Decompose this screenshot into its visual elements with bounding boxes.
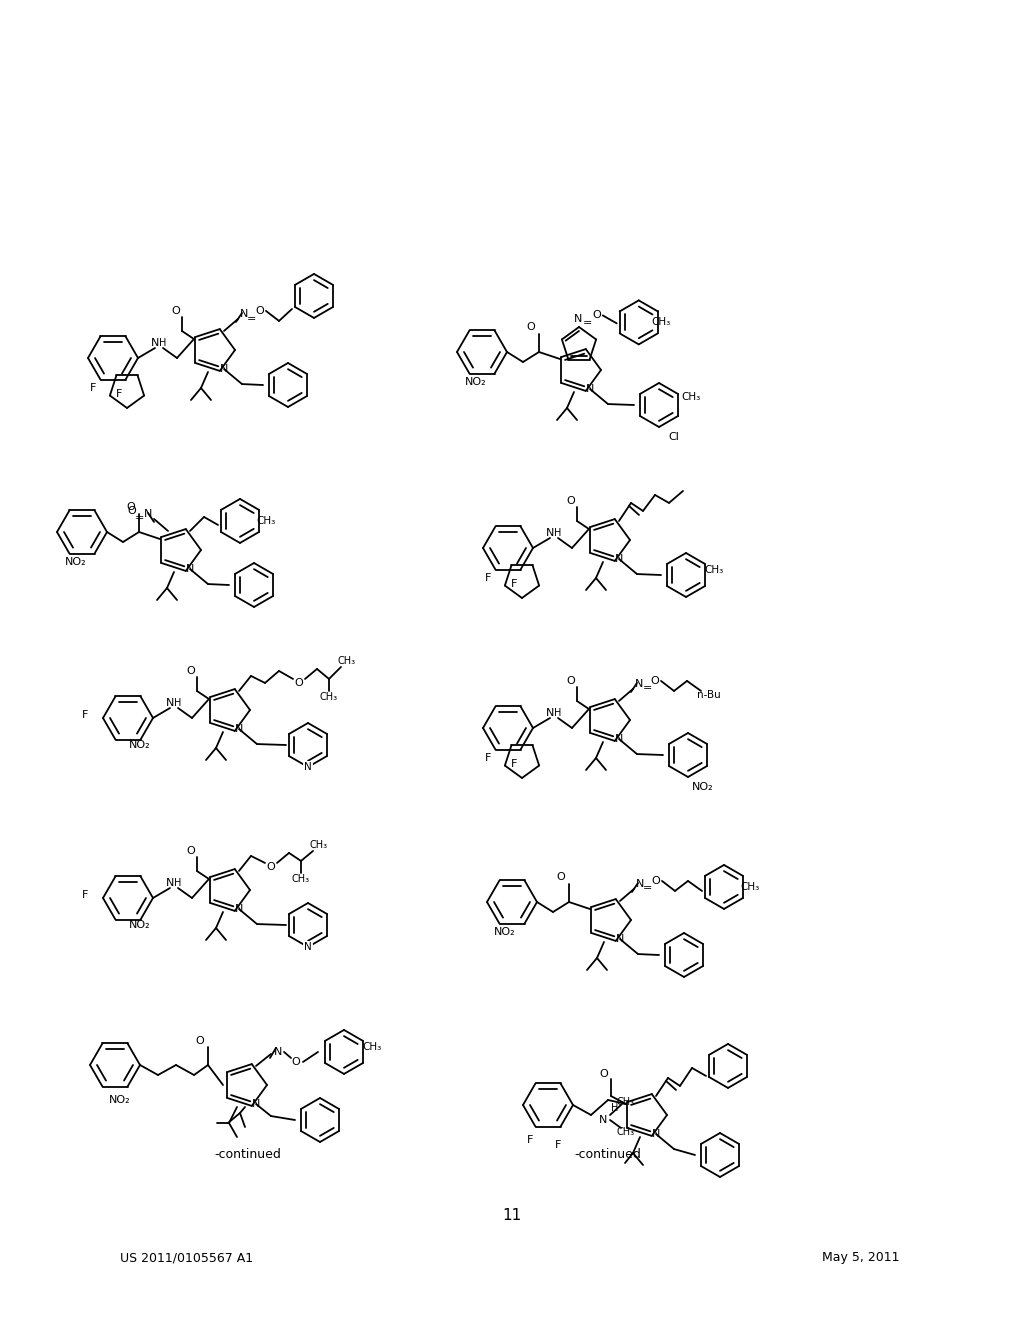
Text: NO₂: NO₂ bbox=[129, 920, 151, 931]
Text: NO₂: NO₂ bbox=[129, 741, 151, 750]
Text: H: H bbox=[174, 698, 181, 708]
Text: F: F bbox=[511, 759, 517, 770]
Text: O: O bbox=[292, 1057, 300, 1067]
Text: N: N bbox=[636, 879, 644, 888]
Text: N: N bbox=[599, 1115, 607, 1125]
Text: O: O bbox=[557, 873, 565, 882]
Text: N: N bbox=[615, 935, 625, 944]
Text: O: O bbox=[196, 1036, 205, 1045]
Text: -continued: -continued bbox=[215, 1148, 282, 1162]
Text: N: N bbox=[573, 314, 582, 325]
Text: O: O bbox=[651, 876, 660, 886]
Text: O: O bbox=[566, 496, 575, 506]
Text: NO₂: NO₂ bbox=[495, 927, 516, 937]
Text: F: F bbox=[82, 710, 88, 719]
Text: N: N bbox=[234, 725, 243, 734]
Text: O: O bbox=[526, 322, 536, 333]
Text: CH₃: CH₃ bbox=[292, 874, 310, 884]
Text: N: N bbox=[652, 1129, 660, 1139]
Text: H: H bbox=[554, 528, 562, 539]
Text: CH₃: CH₃ bbox=[362, 1041, 382, 1052]
Text: NO₂: NO₂ bbox=[692, 781, 714, 792]
Text: O: O bbox=[266, 862, 275, 873]
Text: O: O bbox=[295, 678, 303, 688]
Text: CH₃: CH₃ bbox=[705, 565, 724, 576]
Text: CH₃: CH₃ bbox=[319, 692, 338, 702]
Text: CH₃: CH₃ bbox=[616, 1127, 635, 1137]
Text: NO₂: NO₂ bbox=[465, 378, 486, 387]
Text: =: = bbox=[642, 682, 651, 693]
Text: CH₃: CH₃ bbox=[616, 1097, 635, 1107]
Text: May 5, 2011: May 5, 2011 bbox=[822, 1251, 900, 1265]
Text: Cl: Cl bbox=[669, 432, 680, 442]
Text: O: O bbox=[186, 846, 196, 855]
Text: O: O bbox=[566, 676, 575, 686]
Text: F: F bbox=[484, 752, 492, 763]
Text: N: N bbox=[304, 942, 312, 952]
Text: H: H bbox=[611, 1104, 618, 1113]
Text: F: F bbox=[511, 579, 517, 589]
Text: F: F bbox=[90, 383, 96, 393]
Text: O: O bbox=[256, 306, 264, 315]
Text: O: O bbox=[172, 306, 180, 315]
Text: N: N bbox=[304, 762, 312, 772]
Text: N: N bbox=[635, 678, 643, 689]
Text: =: = bbox=[248, 314, 257, 323]
Text: CH₃: CH₃ bbox=[256, 516, 275, 525]
Text: O: O bbox=[650, 676, 659, 686]
Text: N: N bbox=[252, 1100, 260, 1109]
Text: N: N bbox=[586, 384, 594, 395]
Text: -continued: -continued bbox=[574, 1148, 641, 1162]
Text: H: H bbox=[554, 708, 562, 718]
Text: 11: 11 bbox=[503, 1208, 521, 1222]
Text: N: N bbox=[546, 708, 554, 718]
Text: CH₃: CH₃ bbox=[310, 840, 328, 850]
Text: F: F bbox=[484, 573, 492, 583]
Text: CH₃: CH₃ bbox=[651, 317, 671, 327]
Text: F: F bbox=[82, 890, 88, 900]
Text: O: O bbox=[186, 667, 196, 676]
Text: CH₃: CH₃ bbox=[740, 882, 760, 892]
Text: N: N bbox=[185, 564, 195, 574]
Text: =: = bbox=[643, 883, 652, 892]
Text: H: H bbox=[160, 338, 167, 348]
Text: US 2011/0105567 A1: US 2011/0105567 A1 bbox=[120, 1251, 253, 1265]
Text: CH₃: CH₃ bbox=[338, 656, 356, 667]
Text: =: = bbox=[583, 318, 593, 329]
Text: N: N bbox=[151, 338, 159, 348]
Text: N: N bbox=[234, 904, 243, 913]
Text: F: F bbox=[116, 389, 122, 399]
Text: N: N bbox=[546, 528, 554, 539]
Text: O: O bbox=[128, 506, 136, 516]
Text: F: F bbox=[526, 1135, 534, 1144]
Text: =: = bbox=[135, 513, 144, 523]
Text: N: N bbox=[143, 510, 153, 519]
Text: F: F bbox=[555, 1140, 561, 1150]
Text: NO₂: NO₂ bbox=[66, 557, 87, 568]
Text: H: H bbox=[174, 878, 181, 888]
Text: O: O bbox=[127, 502, 135, 512]
Text: N: N bbox=[240, 309, 248, 319]
Text: O: O bbox=[600, 1069, 608, 1078]
Text: N: N bbox=[166, 878, 174, 888]
Text: CH₃: CH₃ bbox=[681, 392, 700, 403]
Text: N: N bbox=[614, 554, 624, 564]
Text: O: O bbox=[592, 310, 601, 321]
Text: NO₂: NO₂ bbox=[110, 1096, 131, 1105]
Text: N: N bbox=[273, 1047, 283, 1057]
Text: N: N bbox=[220, 364, 228, 374]
Text: N: N bbox=[614, 734, 624, 744]
Text: N: N bbox=[166, 698, 174, 708]
Text: n-Bu: n-Bu bbox=[697, 690, 721, 700]
